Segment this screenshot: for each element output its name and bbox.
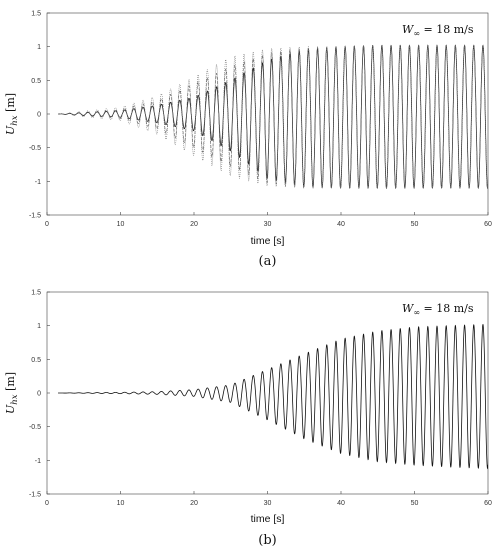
y-axis-label: Uhx [m] <box>4 93 20 135</box>
series-line-dashed <box>58 44 488 189</box>
x-tick-label: 10 <box>117 500 125 507</box>
panel-label: (a) <box>259 254 277 269</box>
series-line-dotted <box>58 44 488 189</box>
y-tick-label: 0.5 <box>31 78 41 85</box>
series-lines <box>58 44 488 190</box>
x-tick-label: 0 <box>45 221 49 228</box>
x-axis-label: time [s] <box>251 235 285 247</box>
x-axis-label: time [s] <box>251 513 285 525</box>
y-tick-label: 1.5 <box>31 290 41 297</box>
y-tick-label: -1 <box>35 458 41 465</box>
x-tick-label: 40 <box>337 221 345 228</box>
y-tick-label: -0.5 <box>29 145 41 152</box>
y-tick-label: -0.5 <box>29 424 41 431</box>
x-tick-label: 60 <box>484 221 492 228</box>
panel-b: 1.5 1 0.5 0 -0.5 -1 -1.5 0 10 20 30 40 50 60 time [s… <box>4 290 492 549</box>
y-tick-label: 0 <box>37 112 41 119</box>
y-tick-label: 1 <box>37 44 41 51</box>
y-tick-labels: 1.5 1 0.5 0 -0.5 -1 -1.5 <box>29 290 50 499</box>
y-tick-label: 1.5 <box>31 11 41 18</box>
y-axis-label: Uhx [m] <box>4 372 20 414</box>
wind-speed-annotation: W∞ = 18 m/s <box>402 23 474 38</box>
series-line-solid <box>58 44 488 190</box>
x-tick-label: 0 <box>45 500 49 507</box>
x-tick-label: 50 <box>411 500 419 507</box>
x-tick-labels: 0 10 20 30 40 50 60 <box>45 212 492 228</box>
x-tick-label: 20 <box>190 221 198 228</box>
x-tick-label: 50 <box>411 221 419 228</box>
series-line-solid <box>58 323 488 470</box>
series-lines <box>58 323 488 470</box>
x-tick-label: 30 <box>264 221 272 228</box>
y-tick-label: -1.5 <box>29 492 41 499</box>
y-tick-label: 0.5 <box>31 357 41 364</box>
y-tick-labels: 1.5 1 0.5 0 -0.5 -1 -1.5 <box>29 11 50 220</box>
y-tick-label: -1.5 <box>29 213 41 220</box>
x-tick-labels: 0 10 20 30 40 50 60 <box>45 491 492 507</box>
x-tick-label: 40 <box>337 500 345 507</box>
x-tick-label: 30 <box>264 500 272 507</box>
y-tick-label: 1 <box>37 323 41 330</box>
y-tick-label: -1 <box>35 179 41 186</box>
panel-label: (b) <box>258 533 276 548</box>
y-tick-label: 0 <box>37 391 41 398</box>
panel-a: 1.5 1 0.5 0 -0.5 -1 -1.5 0 10 20 30 40 50 60 time [s… <box>4 11 492 270</box>
wind-speed-annotation: W∞ = 18 m/s <box>402 302 474 317</box>
x-tick-label: 10 <box>117 221 125 228</box>
x-tick-label: 20 <box>190 500 198 507</box>
x-tick-label: 60 <box>484 500 492 507</box>
